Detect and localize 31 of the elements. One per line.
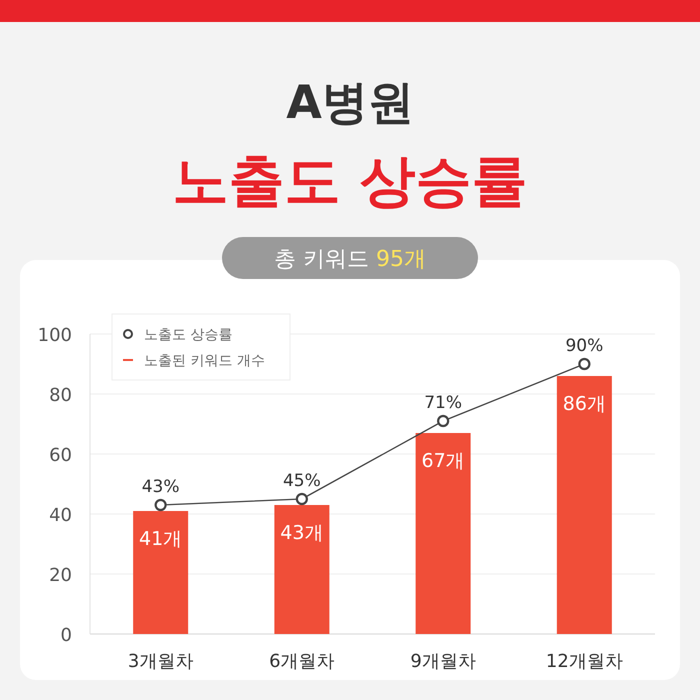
data-label: 43%	[142, 477, 180, 497]
x-tick-label: 12개월차	[546, 651, 623, 672]
data-label: 90%	[565, 336, 604, 356]
annotation-pill: 총 키워드 95개	[222, 237, 478, 279]
data-label: 67개	[422, 450, 465, 472]
legend-label: 노출도 상승률	[144, 327, 232, 343]
data-label: 41개	[139, 528, 182, 550]
data-label: 45%	[282, 471, 321, 491]
point	[154, 498, 167, 512]
chart-title: A병원	[286, 75, 414, 129]
y-tick-label: 0	[60, 625, 72, 646]
y-tick-label: 60	[49, 445, 72, 466]
y-tick-label: 100	[38, 325, 72, 346]
y-tick-label: 40	[49, 505, 72, 526]
data-label: 43개	[280, 522, 324, 544]
bar	[416, 433, 471, 634]
y-tick-label: 80	[49, 385, 72, 406]
x-tick-label: 3개월차	[128, 651, 194, 672]
data-label: 86개	[562, 393, 606, 415]
x-tick-label: 6개월차	[269, 651, 335, 672]
x-tick-label: 9개월차	[410, 651, 476, 672]
point	[578, 358, 590, 370]
data-label: 71%	[424, 393, 462, 413]
bar	[274, 505, 330, 634]
point	[437, 414, 450, 428]
legend-label: 노출된 키워드 개수	[144, 353, 265, 369]
point	[296, 492, 308, 506]
chart-subtitle: 노출도 상승률	[172, 149, 528, 214]
bar	[556, 376, 612, 634]
y-tick-label: 20	[49, 565, 72, 586]
bar	[133, 511, 188, 634]
